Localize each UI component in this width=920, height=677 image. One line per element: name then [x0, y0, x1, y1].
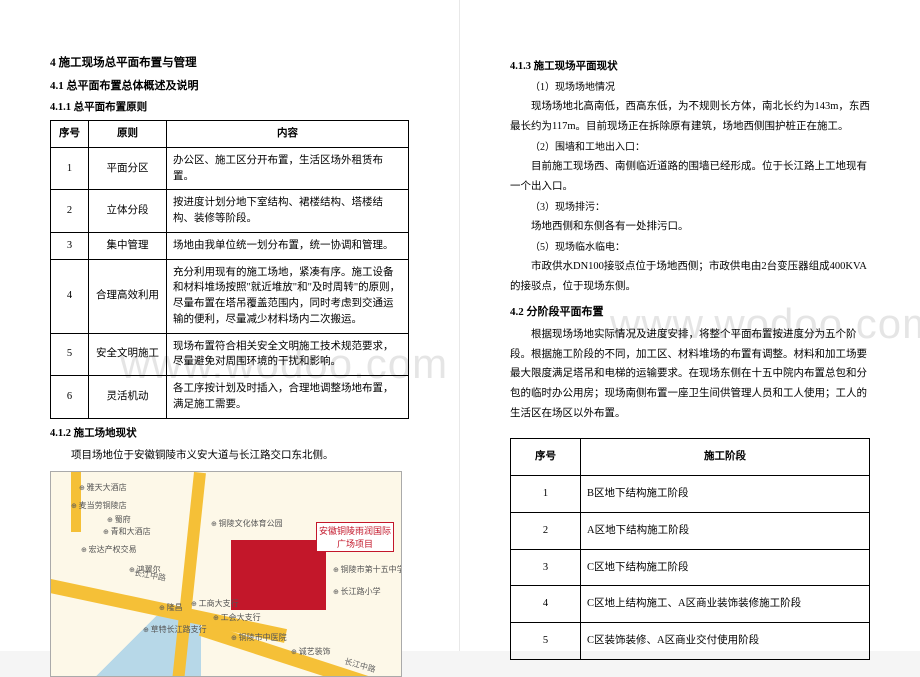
cell: 6 — [51, 376, 89, 419]
cell: C区装饰装修、A区商业交付使用阶段 — [581, 623, 870, 660]
table-row: 4合理高效利用充分利用现有的施工场地，紧凑有序。施工设备和材料堆场按照"就近堆放… — [51, 259, 409, 333]
map-poi: 铜陵市第十五中学 — [333, 564, 402, 575]
cell: 2 — [51, 190, 89, 233]
cell: 1 — [511, 476, 581, 513]
h4-right-a: 4.1.3 施工现场平面现状 — [510, 58, 870, 73]
p-location: 项目场地位于安徽铜陵市义安大道与长江路交口东北侧。 — [50, 446, 409, 466]
h4-left-b: 4.1.2 施工场地现状 — [50, 425, 409, 440]
table-row: 2A区地下结构施工阶段 — [511, 512, 870, 549]
site-map: 安徽铜陵雨润国际广场项目 长江中路 长江中路 雅天大酒店麦当劳铜陵店蜀府青和大酒… — [50, 471, 402, 677]
cell: 3 — [51, 232, 89, 259]
table-row: 4C区地上结构施工、A区商业装饰装修施工阶段 — [511, 586, 870, 623]
t1-h0: 序号 — [51, 121, 89, 148]
table-row: 1B区地下结构施工阶段 — [511, 476, 870, 513]
s3-p: 场地西侧和东侧各有一处排污口。 — [510, 217, 870, 237]
table-row: 2立体分段按进度计划分地下室结构、裙楼结构、塔楼结构、装修等阶段。 — [51, 190, 409, 233]
t1-h2: 内容 — [167, 121, 409, 148]
cell: 现场布置符合相关安全文明施工技术规范要求，尽量避免对周围环境的干扰和影响。 — [167, 333, 409, 376]
s2-h: （2）围墙和工地出入口： — [510, 139, 870, 157]
cell: 2 — [511, 512, 581, 549]
table-principles: 序号 原则 内容 1平面分区办公区、施工区分开布置，生活区场外租赁布置。2立体分… — [50, 120, 409, 419]
map-poi: 隆昌 — [159, 602, 183, 613]
s1-h: （1）现场场地情况 — [510, 79, 870, 97]
s2-p: 目前施工现场西、南侧临近道路的围墙已经形成。位于长江路上工地现有一个出入口。 — [510, 157, 870, 197]
t2-h1: 施工阶段 — [581, 439, 870, 476]
map-poi: 长江路小学 — [333, 586, 381, 597]
s4-h: （5）现场临水临电： — [510, 239, 870, 257]
cell: 按进度计划分地下室结构、裙楼结构、塔楼结构、装修等阶段。 — [167, 190, 409, 233]
cell: 立体分段 — [89, 190, 167, 233]
map-poi: 铜陵市中医院 — [231, 632, 287, 643]
cell: 集中管理 — [89, 232, 167, 259]
t1-h1: 原则 — [89, 121, 167, 148]
map-site-polygon — [231, 540, 326, 610]
table-row: 6灵活机动各工序按计划及时插入，合理地调整场地布置，满足施工需要。 — [51, 376, 409, 419]
map-poi: 麦当劳铜陵店 — [71, 500, 127, 511]
map-poi: 雅天大酒店 — [79, 482, 127, 493]
cell: 各工序按计划及时插入，合理地调整场地布置，满足施工需要。 — [167, 376, 409, 419]
map-poi: 草特长江路支行 — [143, 624, 207, 635]
cell: C区地上结构施工、A区商业装饰装修施工阶段 — [581, 586, 870, 623]
cell: 合理高效利用 — [89, 259, 167, 333]
cell: 办公区、施工区分开布置，生活区场外租赁布置。 — [167, 147, 409, 190]
cell: B区地下结构施工阶段 — [581, 476, 870, 513]
cell: 充分利用现有的施工场地，紧凑有序。施工设备和材料堆场按照"就近堆放"和"及时周转… — [167, 259, 409, 333]
h3-left: 4.1 总平面布置总体概述及说明 — [50, 77, 409, 93]
p-phase-desc: 根据现场场地实际情况及进度安排，将整个平面布置按进度分为五个阶段。根据施工阶段的… — [510, 325, 870, 425]
cell: 3 — [511, 549, 581, 586]
cell: 平面分区 — [89, 147, 167, 190]
h3-right-b: 4.2 分阶段平面布置 — [510, 303, 870, 319]
map-callout: 安徽铜陵雨润国际广场项目 — [316, 522, 394, 552]
table-row: 3C区地下结构施工阶段 — [511, 549, 870, 586]
cell: 安全文明施工 — [89, 333, 167, 376]
cell: A区地下结构施工阶段 — [581, 512, 870, 549]
s1-p: 现场场地北高南低，西高东低，为不规则长方体，南北长约为143m，东西最长约为11… — [510, 97, 870, 137]
cell: 5 — [51, 333, 89, 376]
table-phases: 序号 施工阶段 1B区地下结构施工阶段2A区地下结构施工阶段3C区地下结构施工阶… — [510, 438, 870, 660]
cell: 场地由我单位统一划分布置，统一协调和管理。 — [167, 232, 409, 259]
table-row: 1平面分区办公区、施工区分开布置，生活区场外租赁布置。 — [51, 147, 409, 190]
map-poi: 工商大支行 — [191, 598, 239, 609]
t2-h0: 序号 — [511, 439, 581, 476]
map-poi: 诚艺装饰 — [291, 646, 331, 657]
map-poi: 宏达产权交易 — [81, 544, 137, 555]
map-poi: 铜陵文化体育公园 — [211, 518, 283, 529]
table-row: 3集中管理场地由我单位统一划分布置，统一协调和管理。 — [51, 232, 409, 259]
table-row: 5安全文明施工现场布置符合相关安全文明施工技术规范要求，尽量避免对周围环境的干扰… — [51, 333, 409, 376]
s4-p: 市政供水DN100接驳点位于场地西侧；市政供电由2台变压器组成400KVA的接驳… — [510, 257, 870, 297]
cell: 4 — [51, 259, 89, 333]
map-poi: 工会大支行 — [213, 612, 261, 623]
cell: 5 — [511, 623, 581, 660]
cell: 灵活机动 — [89, 376, 167, 419]
cell: C区地下结构施工阶段 — [581, 549, 870, 586]
h2-left: 4 施工现场总平面布置与管理 — [50, 54, 409, 70]
map-poi: 蜀府 — [107, 514, 131, 525]
cell: 1 — [51, 147, 89, 190]
s3-h: （3）现场排污： — [510, 199, 870, 217]
map-poi: 鸿翼尔 — [129, 564, 161, 575]
table-row: 5C区装饰装修、A区商业交付使用阶段 — [511, 623, 870, 660]
map-poi: 青和大酒店 — [103, 526, 151, 537]
cell: 4 — [511, 586, 581, 623]
h4-left-a: 4.1.1 总平面布置原则 — [50, 99, 409, 114]
